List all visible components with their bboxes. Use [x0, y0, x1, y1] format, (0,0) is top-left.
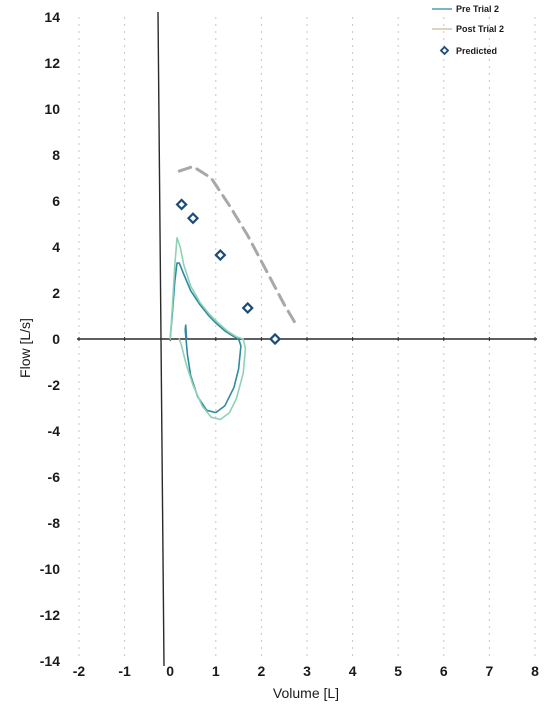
x-tick-label-4: 4: [349, 663, 357, 679]
series-layer: [169, 165, 300, 421]
x-tick-label-7: 7: [486, 663, 494, 679]
y-tick-label-10: 10: [44, 101, 60, 117]
x-tick-label-1: 1: [212, 663, 220, 679]
y-tick-label-14: 14: [44, 9, 60, 25]
x-tick-label-0: 0: [166, 663, 174, 679]
predicted-markers: [175, 198, 282, 346]
y-tick-label-neg14: -14: [40, 653, 60, 669]
y-axis-title: Flow [L/s]: [17, 318, 33, 378]
x-tick-label-neg2: -2: [73, 663, 86, 679]
y-tick-label-neg8: -8: [48, 515, 61, 531]
series-line-pre-trial-2-0: [169, 262, 242, 414]
y-tick-label-2: 2: [52, 285, 60, 301]
legend: Pre Trial 2 Post Trial 2 Predicted: [432, 4, 504, 56]
legend-marker-predicted: [439, 45, 450, 56]
y-tick-label-neg12: -12: [40, 607, 60, 623]
predicted-marker-4: [241, 301, 254, 315]
y-tick-label-0: 0: [52, 331, 60, 347]
x-tick-label-neg1: -1: [118, 663, 131, 679]
x-tick-label-3: 3: [303, 663, 311, 679]
y-tick-label-neg2: -2: [48, 377, 61, 393]
y-tick-label-neg4: -4: [48, 423, 61, 439]
x-tick-label-2: 2: [258, 663, 266, 679]
legend-label-predicted: Predicted: [456, 46, 497, 56]
y-tick-label-4: 4: [52, 239, 60, 255]
y-tick-label-neg6: -6: [48, 469, 61, 485]
predicted-marker-5: [268, 332, 282, 346]
y-tick-label-8: 8: [52, 147, 60, 163]
series-line-predicted-2: [177, 165, 300, 329]
legend-label-post-trial: Post Trial 2: [456, 24, 504, 34]
series-line-post-trial-2-1: [169, 237, 247, 421]
x-tick-label-8: 8: [531, 663, 539, 679]
x-tick-label-5: 5: [394, 663, 402, 679]
predicted-marker-2: [186, 212, 200, 225]
y-tick-label-12: 12: [44, 55, 60, 71]
predicted-marker-3: [214, 248, 227, 262]
y-axis-line: [157, 11, 165, 667]
predicted-marker-1: [175, 198, 188, 211]
x-tick-label-6: 6: [440, 663, 448, 679]
axes: [77, 11, 537, 667]
x-axis-title: Volume [L]: [273, 685, 339, 701]
y-tick-label-6: 6: [52, 193, 60, 209]
legend-label-pre-trial: Pre Trial 2: [456, 4, 499, 14]
y-tick-label-neg10: -10: [40, 561, 60, 577]
